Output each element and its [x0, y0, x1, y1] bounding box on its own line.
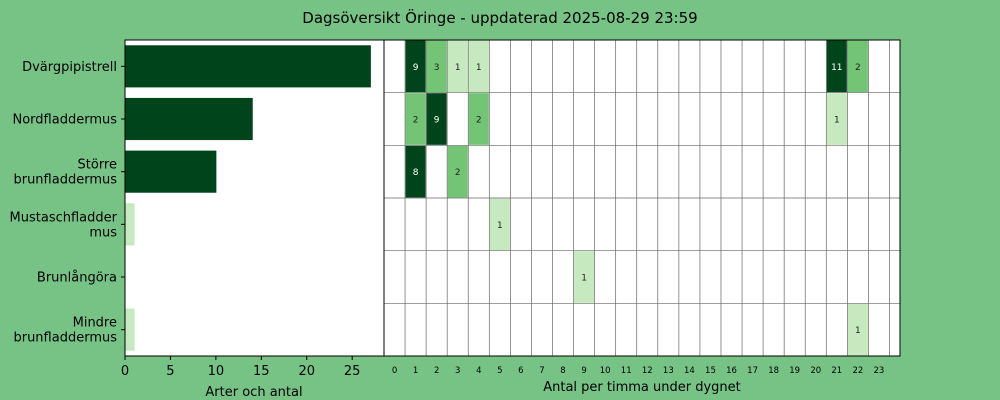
species-label: Mustaschfladder mus: [10, 210, 118, 240]
heatmap-cell: [489, 198, 510, 251]
hour-tick-label: 13: [663, 366, 674, 376]
species-label: Dvärgpipistrell: [22, 60, 117, 75]
species-bar: [125, 97, 253, 141]
hour-tick-label: 19: [789, 366, 800, 376]
heatmap-cell-count: 2: [476, 116, 482, 126]
heatmap-cell-count: 1: [834, 116, 840, 126]
species-label-line: Dvärgpipistrell: [22, 60, 117, 75]
heatmap-cell: [847, 40, 868, 93]
species-bar: [125, 308, 135, 351]
heatmap-cell: [826, 40, 847, 93]
hour-tick-label: 6: [518, 366, 523, 376]
hour-tick-label: 17: [747, 366, 758, 376]
species-label: Mindre brunfladdermus: [13, 316, 117, 346]
heatmap-cell-count: 1: [455, 63, 461, 73]
heatmap-cell: [426, 40, 447, 93]
heatmap-cell: [426, 93, 447, 145]
heatmap-cell: [468, 40, 489, 93]
heatmap-cell: [447, 145, 468, 198]
heatmap-cell: [468, 93, 489, 145]
heatmap-x-axis-label: Antal per timma under dygnet: [543, 380, 741, 395]
species-label-line: brunfladdermus: [13, 173, 117, 188]
bar-plot-area: [124, 39, 385, 357]
bar-x-tick-label: 25: [344, 364, 361, 379]
heatmap-cell-count: 2: [455, 168, 461, 178]
hour-tick-label: 15: [705, 366, 716, 376]
species-label: Större brunfladdermus: [13, 158, 117, 188]
bar-x-tick-label: 15: [253, 364, 270, 379]
species-label-line: mus: [89, 225, 117, 240]
hour-tick-label: 11: [621, 366, 632, 376]
hour-tick-label: 16: [726, 366, 737, 376]
hour-tick-label: 5: [497, 366, 502, 376]
hour-tick-label: 20: [810, 366, 821, 376]
heatmap-cell-count: 9: [413, 63, 419, 73]
hour-tick-label: 12: [642, 366, 653, 376]
heatmap-cell-count: 3: [434, 63, 440, 73]
heatmap-cell-count: 1: [476, 63, 482, 73]
chart-title: Dagsöversikt Öringe - uppdaterad 2025-08…: [302, 8, 697, 27]
hour-tick-label: 10: [600, 366, 611, 376]
species-label-line: Brunlångöra: [37, 271, 117, 286]
heatmap-cell: [405, 93, 426, 145]
bar-x-tick-label: 0: [121, 364, 129, 379]
heatmap-cell-count: 11: [831, 63, 842, 73]
heatmap-cell: [405, 40, 426, 93]
heatmap-cell-count: 1: [855, 326, 861, 336]
heatmap-cell: [405, 145, 426, 198]
heatmap-cell: [826, 93, 847, 145]
heatmap-cell-count: 1: [497, 221, 503, 231]
bar-x-axis-label: Arter och antal: [205, 385, 302, 400]
species-label-line: brunfladdermus: [13, 331, 117, 346]
hour-tick-label: 18: [768, 366, 779, 376]
species-label-line: Större: [78, 158, 117, 173]
hour-tick-label: 4: [476, 366, 481, 376]
heatmap-cell-count: 8: [413, 168, 419, 178]
hour-tick-label: 1: [413, 366, 418, 376]
heatmap-frame: [383, 39, 901, 357]
heatmap-cell: [847, 303, 868, 356]
species-label: Brunlångöra: [37, 271, 117, 286]
bar-x-tick-label: 10: [208, 364, 225, 379]
heatmap-cell-count: 9: [434, 116, 440, 126]
bar-x-tick-label: 20: [298, 364, 315, 379]
bar-x-tick-label: 5: [166, 364, 174, 379]
heatmap-cell-count: 2: [855, 63, 861, 73]
hour-tick-label: 9: [581, 366, 586, 376]
heatmap-cell: [447, 40, 468, 93]
species-label-line: Mindre: [73, 316, 117, 331]
species-label-line: Mustaschfladder: [10, 210, 118, 225]
species-bar: [125, 203, 135, 246]
species-bar: [125, 150, 217, 193]
heatmap-cell-count: 2: [413, 116, 419, 126]
hour-tick-label: 23: [874, 366, 885, 376]
hour-tick-label: 7: [539, 366, 544, 376]
hour-tick-label: 14: [684, 366, 695, 376]
hour-tick-label: 8: [560, 366, 565, 376]
heatmap-cell-count: 1: [581, 274, 587, 284]
hour-tick-label: 22: [852, 366, 863, 376]
hour-tick-label: 21: [831, 366, 842, 376]
hour-tick-label: 3: [455, 366, 460, 376]
species-label-line: Nordfladdermus: [13, 113, 118, 128]
species-bar: [125, 45, 371, 88]
hour-tick-label: 0: [392, 366, 397, 376]
heatmap-cell: [574, 251, 595, 303]
species-label: Nordfladdermus: [13, 113, 118, 128]
hour-tick-label: 2: [434, 366, 439, 376]
